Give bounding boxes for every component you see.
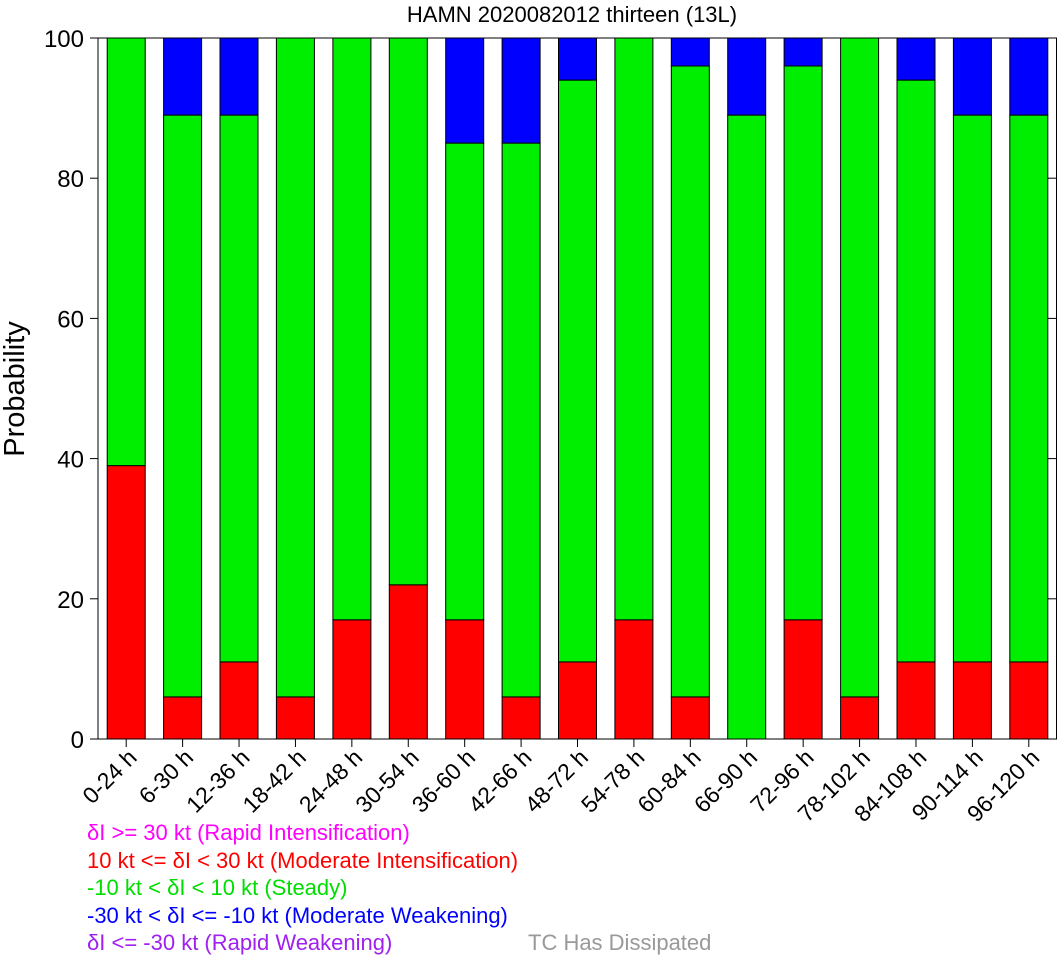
bar-segment-moderate-weakening — [783, 37, 823, 67]
bar-segment-steady — [727, 114, 767, 740]
bar-segment-moderate-weakening — [952, 37, 992, 116]
bar-segment-moderate-intensification — [952, 661, 992, 740]
bar-segment-moderate-weakening — [727, 37, 767, 116]
legend-entry: -30 kt < δI <= -10 kt (Moderate Weakenin… — [87, 902, 508, 928]
bar-segment-moderate-intensification — [896, 661, 936, 740]
bar-segment-moderate-intensification — [670, 696, 710, 740]
bar-segment-moderate-weakening — [219, 37, 259, 116]
bar-segment-steady — [219, 114, 259, 663]
bar-segment-moderate-intensification — [614, 619, 654, 740]
chart-title: HAMN 2020082012 thirteen (13L) — [407, 2, 737, 27]
dissipated-label: TC Has Dissipated — [528, 930, 712, 955]
bar-segment-moderate-intensification — [445, 619, 485, 740]
y-tick-label: 80 — [57, 166, 84, 193]
y-tick-label: 60 — [57, 306, 84, 333]
bar-segment-moderate-weakening — [445, 37, 485, 144]
bar-segment-moderate-intensification — [275, 696, 315, 740]
bar-segment-steady — [445, 142, 485, 621]
bar-segment-moderate-weakening — [558, 37, 597, 81]
bar-segment-steady — [275, 37, 315, 698]
bar-segment-steady — [952, 114, 992, 663]
bar-segment-steady — [840, 37, 880, 698]
y-tick-label: 100 — [44, 26, 84, 53]
y-tick-label: 0 — [71, 727, 84, 754]
bar-segment-moderate-intensification — [501, 696, 541, 740]
bar-segment-moderate-intensification — [163, 696, 203, 740]
bar-segment-moderate-intensification — [106, 465, 146, 740]
bar-segment-moderate-weakening — [1009, 37, 1049, 116]
bar-segment-moderate-weakening — [896, 37, 936, 81]
bar-segment-steady — [896, 79, 936, 663]
bar-segment-moderate-intensification — [1009, 661, 1049, 740]
bar-segment-moderate-weakening — [670, 37, 710, 67]
bar-segment-moderate-intensification — [840, 696, 880, 740]
bar-segment-steady — [558, 79, 597, 663]
bar-segment-steady — [332, 37, 372, 621]
bar-segment-steady — [388, 37, 428, 586]
bar-segment-steady — [163, 114, 203, 698]
legend-entry: -10 kt < δI < 10 kt (Steady) — [87, 875, 348, 900]
bar-segment-steady — [501, 142, 541, 698]
bar-segment-steady — [1009, 114, 1049, 663]
bar-segment-moderate-intensification — [332, 619, 372, 740]
bars-group — [106, 37, 1049, 740]
x-tick-label: 0-24 h — [77, 744, 142, 809]
y-tick-label: 20 — [57, 587, 84, 614]
legend-entry: δI >= 30 kt (Rapid Intensification) — [87, 820, 410, 845]
bar-segment-moderate-intensification — [388, 584, 428, 740]
legend-entry: δI <= -30 kt (Rapid Weakening) — [87, 930, 393, 955]
legend: δI >= 30 kt (Rapid Intensification) 10 kt… — [87, 819, 518, 957]
bar-segment-moderate-intensification — [219, 661, 259, 740]
bar-segment-steady — [614, 37, 654, 621]
y-axis-label: Probability — [0, 321, 31, 457]
bar-segment-steady — [670, 65, 710, 698]
bar-segment-moderate-intensification — [558, 661, 597, 740]
bar-segment-moderate-weakening — [163, 37, 203, 116]
y-tick-label: 40 — [57, 447, 84, 474]
legend-entry: 10 kt <= δI < 30 kt (Moderate Intensific… — [87, 847, 519, 873]
bar-segment-steady — [783, 65, 823, 621]
bar-segment-steady — [106, 37, 146, 467]
bar-segment-moderate-weakening — [501, 37, 541, 144]
bar-segment-moderate-intensification — [783, 619, 823, 740]
